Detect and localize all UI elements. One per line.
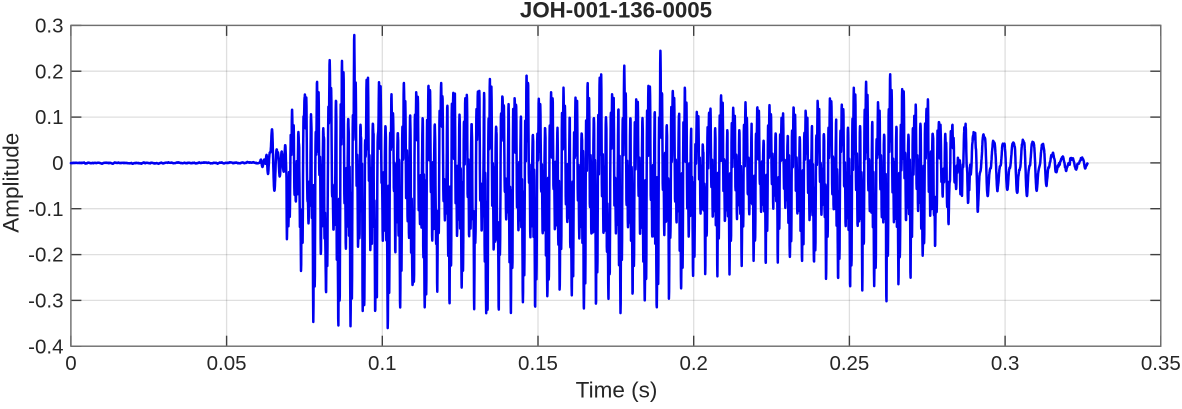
svg-text:0.1: 0.1: [35, 106, 64, 129]
svg-text:0: 0: [65, 352, 76, 375]
svg-text:0.25: 0.25: [829, 352, 869, 375]
svg-text:0.1: 0.1: [368, 352, 397, 375]
svg-text:0.35: 0.35: [1141, 352, 1181, 375]
svg-text:0: 0: [52, 152, 63, 175]
svg-text:Time (s): Time (s): [576, 378, 658, 403]
svg-text:-0.1: -0.1: [28, 198, 63, 221]
svg-text:0.05: 0.05: [207, 352, 247, 375]
svg-text:JOH-001-136-0005: JOH-001-136-0005: [520, 0, 712, 22]
svg-text:0.2: 0.2: [679, 352, 708, 375]
svg-text:0.3: 0.3: [35, 14, 64, 37]
svg-text:Amplitude: Amplitude: [0, 133, 24, 233]
svg-text:-0.4: -0.4: [28, 335, 63, 358]
svg-text:0.3: 0.3: [991, 352, 1020, 375]
svg-text:0.15: 0.15: [518, 352, 558, 375]
svg-text:-0.2: -0.2: [28, 244, 63, 267]
svg-text:-0.3: -0.3: [28, 289, 63, 312]
svg-text:0.2: 0.2: [35, 60, 64, 83]
